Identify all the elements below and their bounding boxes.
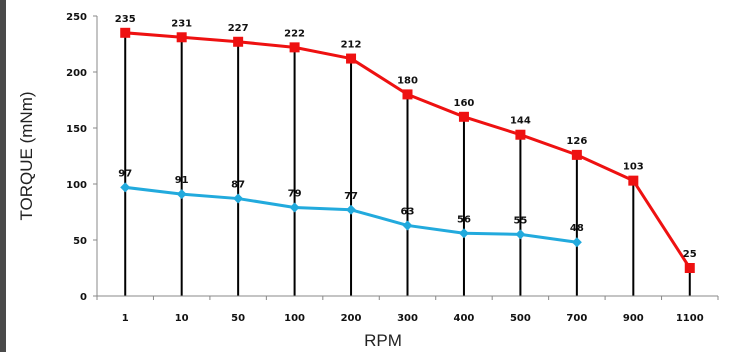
x-tick-label: 400	[454, 313, 475, 324]
data-point-marker	[571, 237, 582, 248]
data-point-marker	[628, 175, 639, 186]
axes	[96, 16, 718, 297]
data-label: 56	[457, 214, 471, 225]
data-label: 63	[401, 206, 415, 217]
data-point-marker	[458, 111, 469, 122]
y-tick-label: 150	[66, 124, 87, 135]
data-label: 25	[683, 249, 697, 260]
data-point-marker	[120, 27, 131, 38]
y-ticks: 0 50 100 150 200 250	[66, 12, 97, 303]
data-label: 227	[228, 23, 249, 34]
data-point-marker	[176, 32, 187, 43]
data-point-marker	[458, 228, 469, 239]
x-axis-title: RPM	[364, 331, 402, 350]
data-point-marker	[346, 53, 357, 64]
y-tick-label: 200	[66, 68, 87, 79]
y-tick-label: 100	[66, 180, 87, 191]
data-label: 77	[344, 191, 358, 202]
y-tick-label: 50	[73, 236, 87, 247]
x-tick-label: 10	[175, 313, 189, 324]
data-point-marker	[571, 149, 582, 160]
x-tick-label: 500	[510, 313, 531, 324]
data-label: 212	[341, 40, 362, 51]
data-point-marker	[289, 42, 300, 53]
data-label: 222	[284, 28, 305, 39]
data-point-marker	[515, 129, 526, 140]
data-label: 235	[115, 14, 136, 25]
data-label: 79	[288, 189, 302, 200]
drop-lines	[124, 32, 691, 296]
data-labels: 235 231 227 222 212 180 160 144 126 103 25 97 91 87 79…	[115, 14, 697, 260]
x-tick-label: 700	[566, 313, 587, 324]
data-point-marker	[402, 89, 413, 100]
x-tick-label: 900	[623, 313, 644, 324]
y-tick-label: 0	[80, 292, 87, 303]
x-tick-label: 100	[284, 313, 305, 324]
data-label: 231	[171, 18, 192, 29]
data-label: 126	[566, 136, 587, 147]
x-tick-label: 50	[231, 313, 245, 324]
data-point-marker	[402, 220, 413, 231]
data-point-marker	[233, 193, 244, 204]
x-tick-label: 1100	[676, 313, 704, 324]
data-label: 48	[570, 223, 584, 234]
data-point-marker	[233, 36, 244, 47]
data-label: 160	[454, 98, 475, 109]
data-point-marker	[120, 182, 131, 193]
data-point-marker	[346, 204, 357, 215]
data-point-marker	[515, 229, 526, 240]
data-point-marker	[176, 189, 187, 200]
data-point-marker	[684, 263, 695, 273]
x-tick-label: 200	[341, 313, 362, 324]
markers	[120, 27, 695, 273]
y-tick-label: 250	[66, 12, 87, 23]
data-point-marker	[289, 202, 300, 213]
data-label: 97	[118, 168, 132, 179]
data-label: 144	[510, 116, 531, 127]
data-label: 180	[397, 75, 418, 86]
data-label: 55	[513, 215, 527, 226]
data-label: 91	[175, 175, 189, 186]
y-axis-title: TORQUE (mNm)	[17, 91, 36, 220]
data-label: 87	[231, 180, 245, 191]
x-tick-label: 300	[397, 313, 418, 324]
x-ticks: 1 10 50 100 200 300 400 500 700 900 1100	[96, 296, 719, 324]
x-tick-label: 1	[122, 313, 129, 324]
data-label: 103	[623, 162, 644, 173]
